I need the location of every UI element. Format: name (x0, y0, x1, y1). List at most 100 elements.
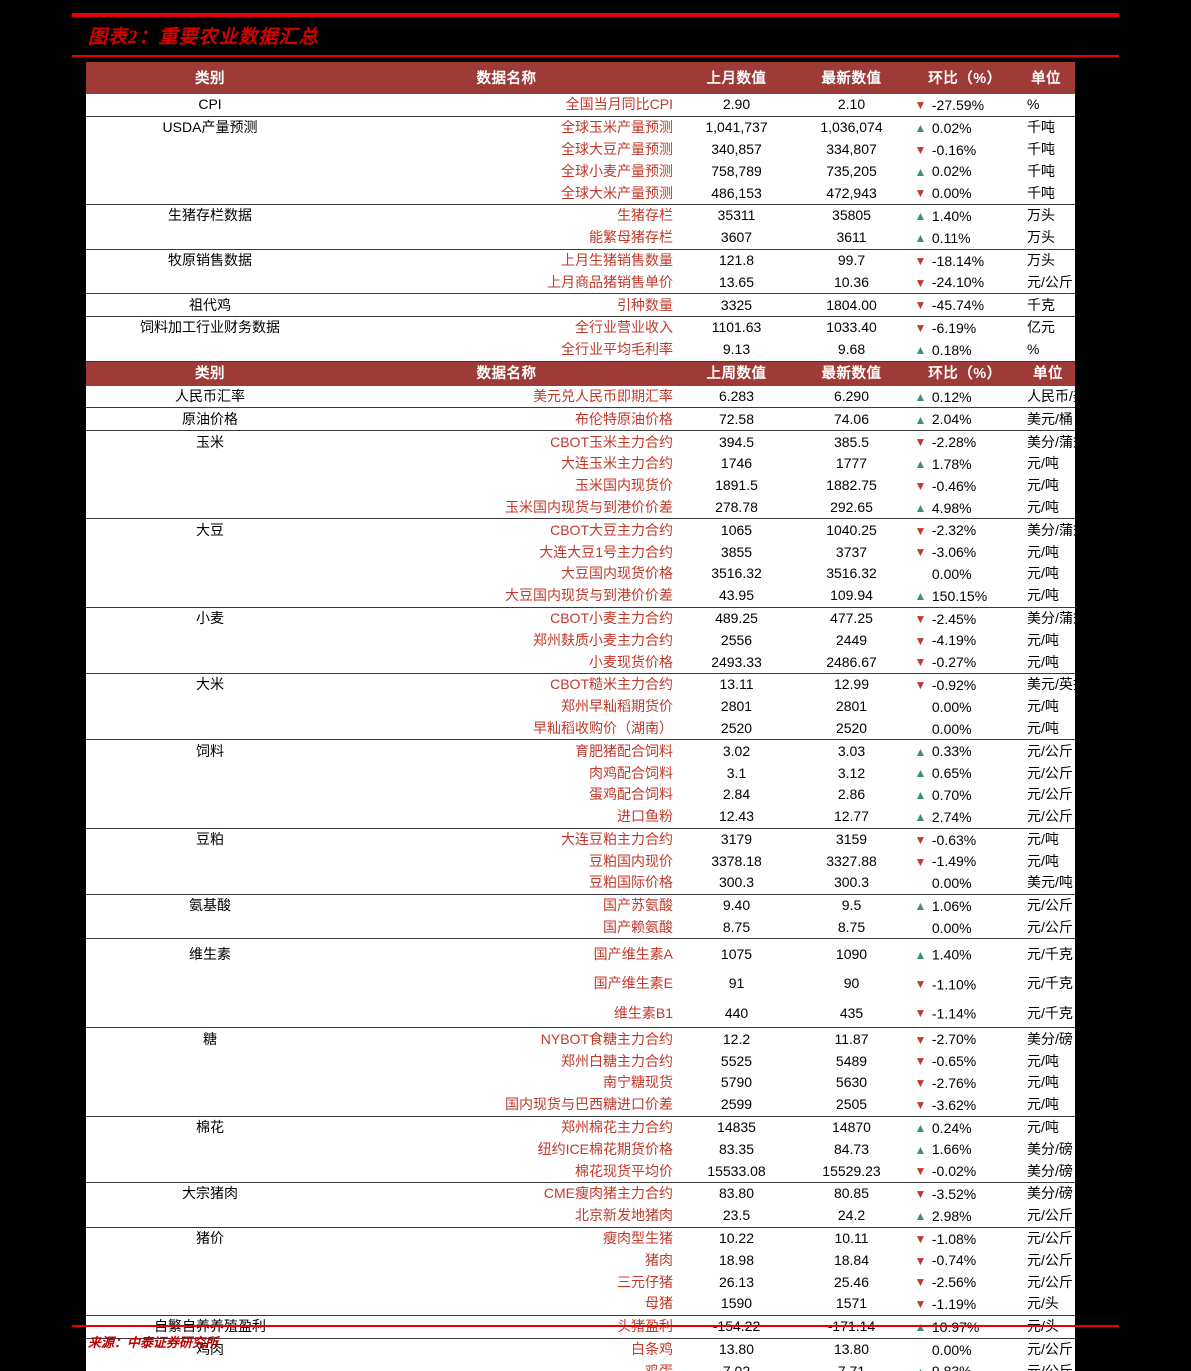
table-row: 饲料 育肥猪配合饲料 3.02 3.03 ▲ 0.33% 元/公斤 (86, 739, 1075, 763)
cell-previous-value: 10.22 (679, 1226, 794, 1250)
cell-data-name: 南宁糖现货 (334, 1071, 679, 1094)
cell-data-name: 国产苏氨酸 (334, 893, 679, 917)
cell-unit: 千吨 (1021, 138, 1075, 161)
cell-unit: 元/吨 (1021, 1050, 1075, 1072)
cell-previous-value: 43.95 (679, 584, 794, 608)
cell-data-name: 全国当月同比CPI (334, 94, 679, 117)
cell-latest-value: 9.68 (794, 338, 909, 362)
cell-data-name: 大连大豆1号主力合约 (334, 541, 679, 563)
cell-previous-value: 1590 (679, 1292, 794, 1316)
cell-previous-value: 3607 (679, 226, 794, 250)
col-header-unit: 单位 (1021, 62, 1075, 94)
change-percent-text: -1.10% (928, 976, 977, 993)
cell-unit: 亿元 (1021, 315, 1075, 339)
cell-category: 牧原销售数据 (86, 248, 334, 272)
table-row: 祖代鸡 引种数量 3325 1804.00 ▼ -45.74% 千克 (86, 293, 1075, 317)
cell-data-name: 上月商品猪销售单价 (334, 271, 679, 294)
change-percent-text: 0.00% (928, 184, 972, 201)
cell-latest-value: 1040.25 (794, 518, 909, 542)
arrow-up-icon: ▲ (914, 412, 927, 427)
cell-latest-value: 300.3 (794, 872, 909, 895)
change-percent-text: -18.14% (928, 252, 985, 269)
cell-previous-value: 12.2 (679, 1027, 794, 1051)
table-row: 维生素 国产维生素A 1075 1090 ▲ 1.40% 元/千克 (86, 938, 1075, 969)
cell-latest-value: 18.84 (794, 1249, 909, 1272)
change-percent-text: -0.65% (928, 1052, 977, 1069)
cell-change-percent: ▼ -3.62% (909, 1093, 1021, 1117)
arrow-down-icon: ▼ (914, 98, 927, 113)
cell-data-name: 棉花现货平均价 (334, 1160, 679, 1183)
table-row: 人民币汇率 美元兑人民币即期汇率 6.283 6.290 ▲ 0.12% 人民币/美元 (86, 385, 1101, 408)
arrow-up-icon: ▲ (914, 744, 927, 759)
cell-previous-value: 35311 (679, 203, 794, 227)
cell-unit: 元/公斤 (1021, 271, 1075, 294)
cell-change-percent: ▼ -18.14% (909, 248, 1021, 272)
cell-data-name: 大连玉米主力合约 (334, 452, 679, 475)
cell-change-percent: ▼ -2.70% (909, 1027, 1021, 1051)
cell-change-percent: ▼ -6.19% (909, 315, 1021, 339)
cell-previous-value: 2801 (679, 695, 794, 718)
cell-unit: 元/公斤 (1021, 1204, 1075, 1228)
cell-unit: 元/吨 (1021, 717, 1075, 740)
cell-change-percent: ▲ 2.04% (909, 407, 1021, 431)
cell-latest-value: 10.36 (794, 271, 909, 294)
change-percent-text: 1.78% (928, 455, 972, 472)
table-row: 猪价 瘦肉型生猪 10.22 10.11 ▼ -1.08% 元/公斤 (86, 1226, 1075, 1250)
cell-unit: 美分/磅 (1021, 1181, 1075, 1205)
cell-category: 棉花 (86, 1115, 334, 1139)
cell-unit: 元/吨 (1021, 651, 1075, 674)
cell-change-percent: ▲ 0.00% (909, 872, 1021, 895)
cell-data-name: 郑州棉花主力合约 (334, 1115, 679, 1139)
change-percent-text: -27.59% (928, 96, 985, 113)
col-header-latest: 最新数值 (794, 62, 909, 94)
change-percent-text: -1.49% (928, 853, 977, 870)
cell-unit: 千吨 (1021, 115, 1075, 139)
change-percent-text: 0.00% (928, 698, 972, 715)
cell-change-percent: ▼ -0.46% (909, 474, 1021, 497)
cell-category (86, 338, 334, 362)
arrow-down-icon: ▼ (914, 678, 927, 693)
cell-previous-value: 394.5 (679, 430, 794, 453)
cell-category: 大宗猪肉 (86, 1181, 334, 1205)
cell-data-name: 引种数量 (334, 293, 679, 317)
cell-category (86, 474, 334, 497)
figure-footer-block: 来源：中泰证券研究所 (72, 1325, 1119, 1351)
cell-change-percent: ▼ -0.74% (909, 1249, 1021, 1272)
change-percent-text: -6.19% (928, 319, 977, 336)
cell-previous-value: 3.1 (679, 762, 794, 784)
cell-unit: 元/吨 (1021, 496, 1075, 519)
cell-data-name: 大豆国内现货与到港价价差 (334, 584, 679, 608)
cell-change-percent: ▲ 0.12% (909, 385, 1021, 408)
cell-latest-value: 2505 (794, 1093, 909, 1117)
cell-previous-value: 340,857 (679, 138, 794, 161)
col-header-previous-weekly: 上周数值 (679, 361, 794, 386)
table-row: 大宗猪肉 CME瘦肉猪主力合约 83.80 80.85 ▼ -3.52% 美分/磅 (86, 1181, 1075, 1205)
cell-latest-value: 2520 (794, 717, 909, 740)
cell-latest-value: 292.65 (794, 496, 909, 519)
arrow-up-icon: ▲ (914, 231, 927, 246)
cell-previous-value: 6.283 (679, 385, 794, 408)
col-header-latest-weekly: 最新数值 (794, 361, 909, 386)
cell-latest-value: 3159 (794, 827, 909, 851)
cell-unit: 元/吨 (1021, 827, 1075, 851)
change-percent-text: 0.00% (928, 720, 972, 737)
cell-unit: 美分/蒲式耳 (1021, 430, 1101, 453)
table-row: 北京新发地猪肉 23.5 24.2 ▲ 2.98% 元/公斤 (86, 1204, 1075, 1228)
cell-latest-value: 90 (794, 968, 909, 999)
cell-category (86, 138, 334, 161)
cell-category (86, 1271, 334, 1293)
change-percent-text: 1.66% (928, 1141, 972, 1158)
change-percent-text: -2.76% (928, 1074, 977, 1091)
cell-unit: 元/公斤 (1021, 1271, 1075, 1293)
cell-unit: % (1021, 338, 1075, 362)
change-percent-text: -3.06% (928, 543, 977, 560)
change-percent-text: 1.40% (928, 207, 972, 224)
cell-category (86, 805, 334, 828)
change-percent-text: 0.00% (928, 874, 972, 891)
arrow-down-icon: ▼ (914, 1076, 927, 1091)
arrow-up-icon: ▲ (914, 589, 927, 604)
cell-unit: 元/公斤 (1021, 805, 1075, 828)
cell-unit: 元/吨 (1021, 695, 1075, 718)
cell-category: 饲料加工行业财务数据 (86, 315, 334, 339)
cell-change-percent: ▲ 0.70% (909, 783, 1021, 806)
